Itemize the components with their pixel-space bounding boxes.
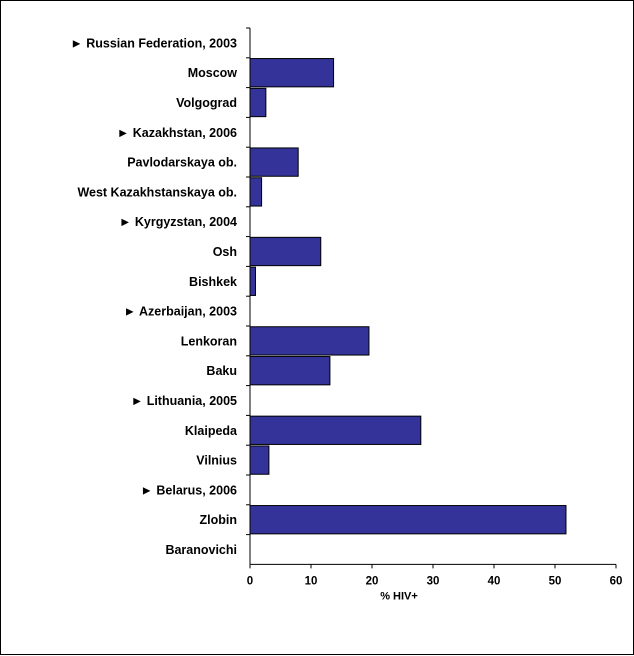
bar (249, 147, 299, 177)
x-tick-label: 10 (305, 575, 318, 587)
bar (249, 326, 370, 356)
category-label: Bishkek (189, 275, 237, 289)
x-tick-label: 40 (488, 575, 501, 587)
x-axis-label: % HIV+ (380, 590, 418, 602)
category-label: Lenkoran (181, 334, 237, 348)
bar (249, 177, 263, 207)
category-label: Osh (213, 245, 237, 259)
category-label: Vilnius (196, 454, 237, 468)
bar (249, 58, 335, 88)
bar (249, 415, 422, 445)
category-label: Volgograd (176, 96, 237, 110)
x-tick-label: 20 (366, 575, 379, 587)
x-tick-label: 60 (610, 575, 623, 587)
x-tick-label: 30 (427, 575, 440, 587)
category-label: ► Belarus, 2006 (141, 483, 238, 497)
bar (249, 356, 331, 386)
category-label: ► Lithuania, 2005 (131, 394, 237, 408)
bar (249, 445, 270, 475)
x-tick-label: 0 (247, 575, 253, 587)
category-label: West Kazakhstanskaya ob. (77, 185, 237, 199)
x-tick-label: 50 (549, 575, 562, 587)
bar (249, 87, 267, 118)
category-label: ► Kazakhstan, 2006 (117, 126, 237, 140)
category-label: Zlobin (200, 513, 238, 527)
category-label: Baranovichi (165, 543, 237, 557)
bar (249, 266, 256, 296)
category-label: ► Azerbaijan, 2003 (124, 305, 237, 319)
category-label: Pavlodarskaya ob. (127, 156, 237, 170)
category-label: Klaipeda (185, 424, 238, 438)
category-label: ► Kyrgyzstan, 2004 (119, 215, 237, 229)
category-label: Baku (206, 364, 237, 378)
bar (249, 505, 567, 535)
category-label: ► Russian Federation, 2003 (70, 36, 237, 50)
bar (249, 236, 322, 267)
category-label: Moscow (188, 66, 238, 80)
